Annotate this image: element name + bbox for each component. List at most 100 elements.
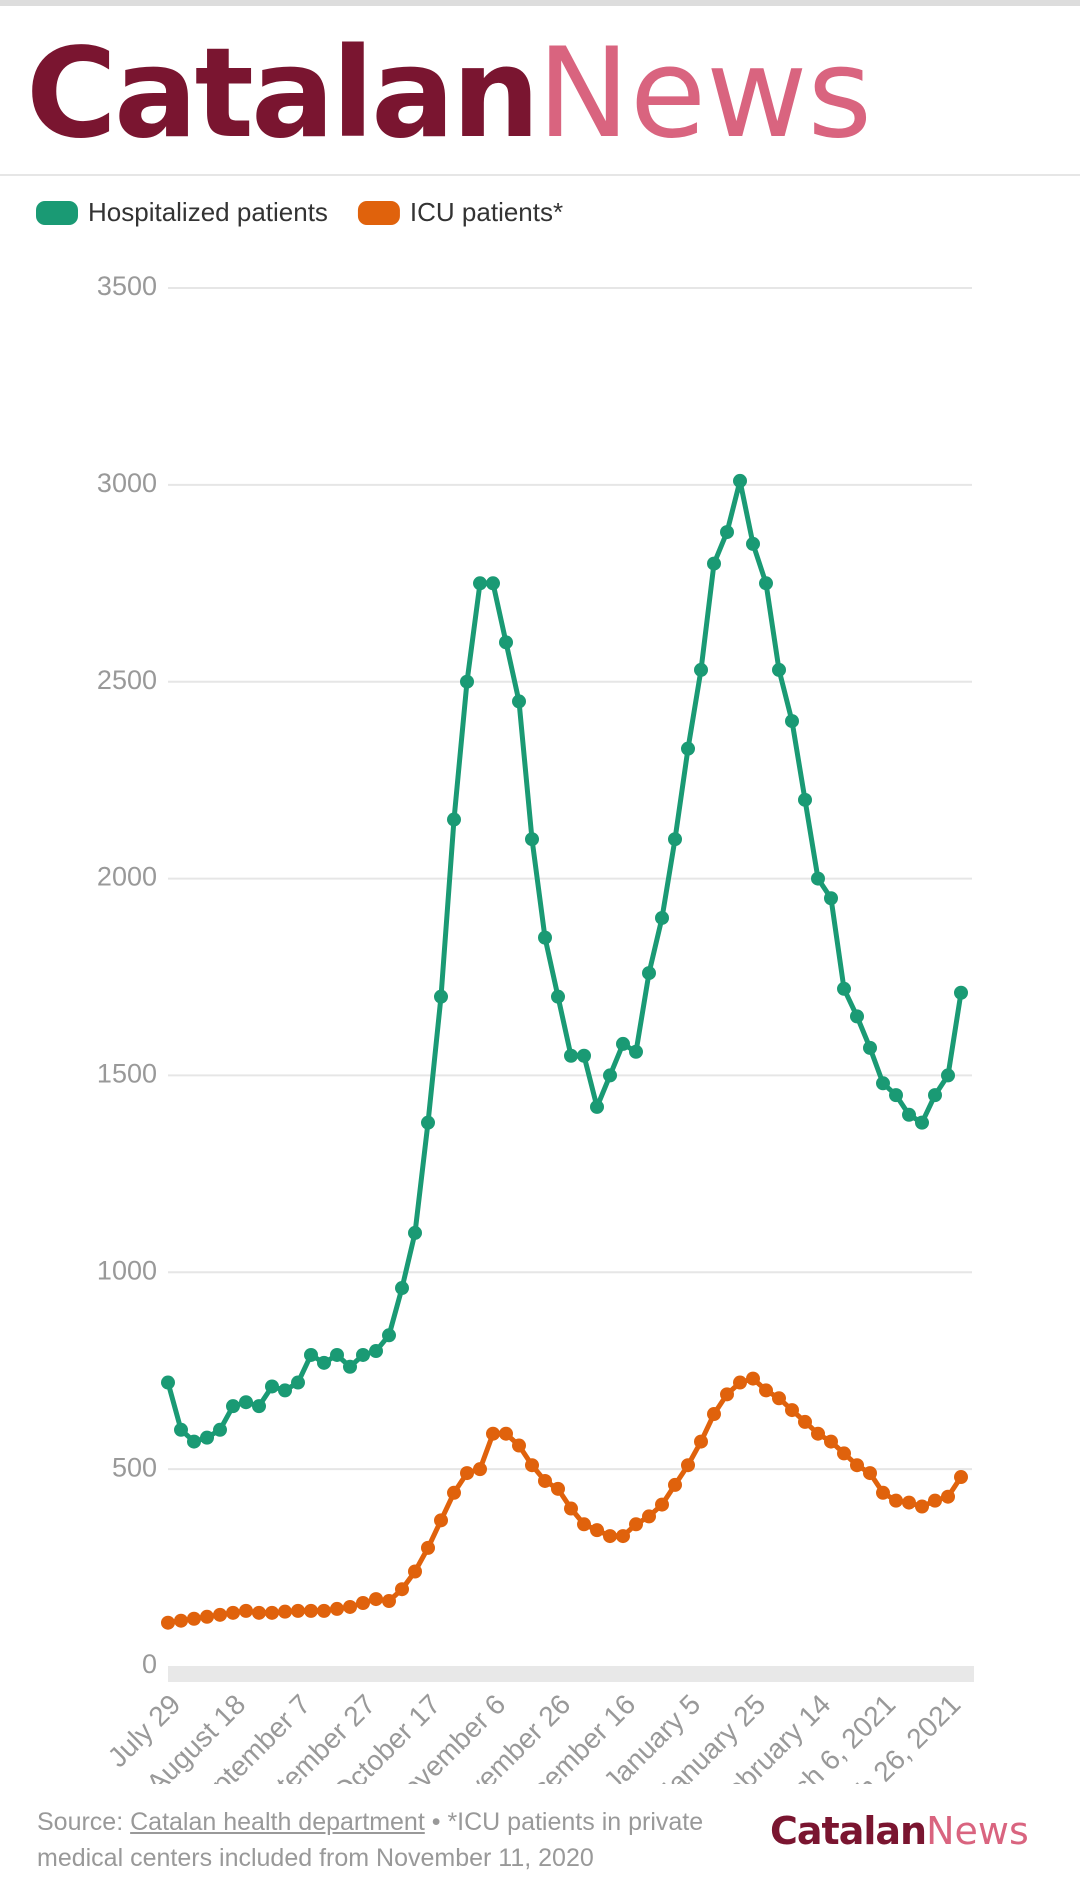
data-point: [291, 1603, 305, 1618]
data-point: [421, 1540, 435, 1555]
data-point: [616, 1529, 630, 1544]
data-point: [681, 1458, 695, 1473]
data-point: [772, 662, 786, 677]
header-rule: [0, 174, 1080, 176]
legend-swatch: [36, 201, 78, 225]
data-point: [174, 1613, 188, 1628]
data-point: [382, 1594, 396, 1609]
legend-swatch: [357, 201, 400, 225]
data-point: [512, 694, 526, 709]
data-point: [369, 1344, 383, 1359]
data-point: [889, 1493, 903, 1508]
data-point: [291, 1375, 305, 1390]
data-point: [837, 1446, 851, 1461]
data-point: [889, 1088, 903, 1103]
data-point: [564, 1048, 578, 1063]
data-point: [382, 1328, 396, 1343]
data-point: [759, 576, 773, 591]
legend-label: Hospitalized patients: [88, 197, 328, 227]
data-point: [278, 1383, 292, 1398]
data-point: [811, 1426, 825, 1441]
data-point: [733, 473, 747, 488]
data-point: [395, 1582, 409, 1597]
data-point: [564, 1501, 578, 1516]
data-point: [707, 1407, 721, 1422]
data-point: [213, 1422, 227, 1437]
data-point: [317, 1355, 331, 1370]
data-point: [811, 871, 825, 886]
data-point: [161, 1375, 175, 1390]
data-point: [174, 1422, 188, 1437]
data-point: [772, 1391, 786, 1406]
data-point: [642, 966, 656, 981]
y-tick-label: 3000: [97, 468, 157, 498]
data-point: [252, 1605, 266, 1620]
data-point: [668, 1477, 682, 1492]
data-point: [226, 1399, 240, 1414]
data-point: [434, 989, 448, 1004]
data-point: [629, 1044, 643, 1059]
grid: 0 500 1000 1500 2000 2500 3000 3500: [97, 271, 972, 1679]
y-tick-label: 1500: [97, 1059, 157, 1089]
data-point: [447, 812, 461, 827]
data-point: [824, 891, 838, 906]
data-point: [616, 1036, 630, 1051]
data-point: [928, 1493, 942, 1508]
separator: •: [431, 1808, 441, 1836]
data-point: [902, 1107, 916, 1122]
data-point: [538, 1473, 552, 1488]
data-point: [460, 674, 474, 689]
source-label: Source:: [37, 1808, 124, 1836]
y-tick-label: 0: [142, 1649, 157, 1679]
data-point: [551, 989, 565, 1004]
data-point: [473, 576, 487, 591]
data-point: [733, 1375, 747, 1390]
data-point: [473, 1462, 487, 1477]
footer-logo[interactable]: CatalanNews: [770, 1808, 1029, 1855]
data-point: [655, 1497, 669, 1512]
data-point: [603, 1529, 617, 1544]
data-point: [369, 1592, 383, 1607]
data-point: [694, 662, 708, 677]
data-point: [525, 1458, 539, 1473]
y-tick-label: 2000: [97, 862, 157, 892]
logo-primary: Catalan: [26, 22, 540, 166]
legend: Hospitalized patients ICU patients*: [36, 197, 563, 227]
data-point: [213, 1607, 227, 1622]
data-point: [759, 1383, 773, 1398]
data-point: [837, 981, 851, 996]
data-point: [928, 1088, 942, 1103]
data-point: [525, 832, 539, 847]
data-point: [941, 1489, 955, 1504]
data-point: [265, 1605, 279, 1620]
logo-primary: Catalan: [770, 1809, 927, 1853]
data-point: [408, 1225, 422, 1240]
data-point: [655, 910, 669, 925]
data-point: [356, 1596, 370, 1611]
data-point: [785, 714, 799, 729]
data-point: [954, 1470, 968, 1485]
data-point: [941, 1068, 955, 1083]
data-point: [850, 1458, 864, 1473]
top-bar: [0, 0, 1080, 6]
data-point: [746, 1371, 760, 1386]
series-line: [165, 478, 964, 1445]
data-point: [395, 1281, 409, 1296]
data-point: [317, 1603, 331, 1618]
data-point: [603, 1068, 617, 1083]
data-point: [720, 1387, 734, 1402]
data-point: [681, 741, 695, 756]
data-point: [629, 1517, 643, 1532]
data-point: [265, 1379, 279, 1394]
note: *ICU patients in private medical centers…: [37, 1808, 704, 1872]
x-axis-band: [168, 1666, 974, 1682]
logo[interactable]: CatalanNews: [26, 24, 872, 164]
source-link[interactable]: Catalan health department: [130, 1808, 425, 1836]
data-point: [499, 1426, 513, 1441]
data-point: [876, 1485, 890, 1500]
data-point: [226, 1605, 240, 1620]
data-point: [330, 1347, 344, 1362]
data-point: [876, 1076, 890, 1091]
footer: Source: Catalan health department • *ICU…: [37, 1804, 757, 1876]
